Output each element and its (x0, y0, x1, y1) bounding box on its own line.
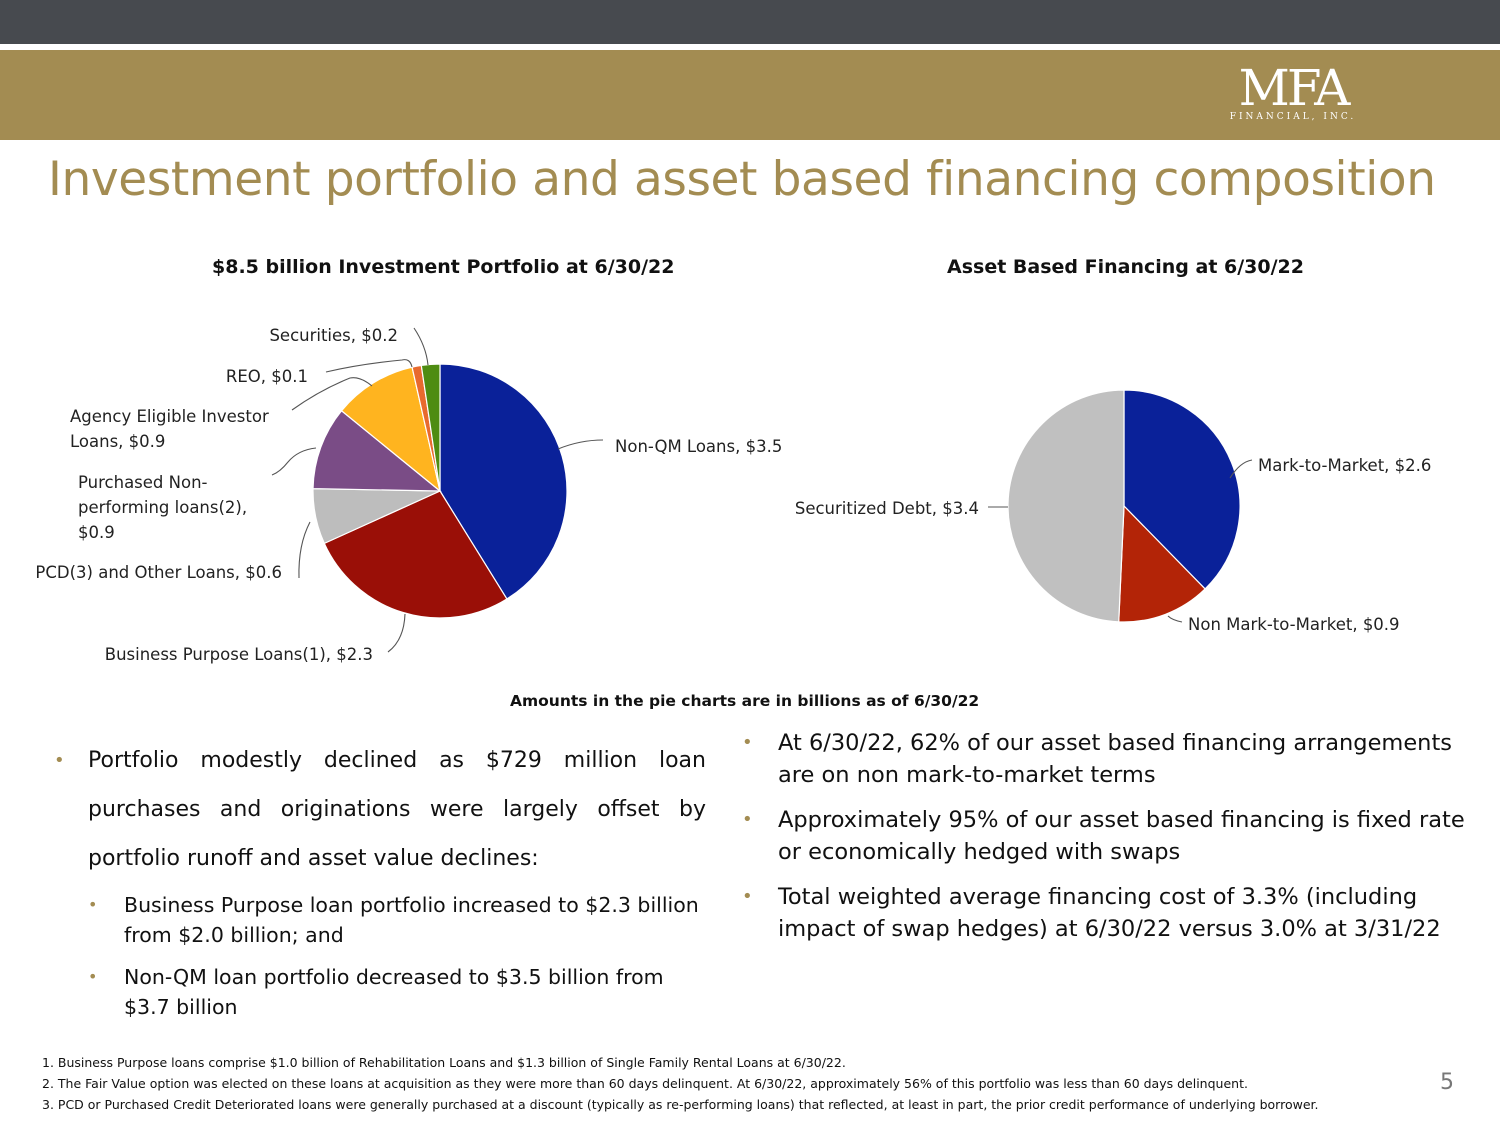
header-gold-band (0, 50, 1500, 140)
pie-slice-purchased-non-performing-loans (312, 409, 442, 492)
slice-label-business-purpose-loans: Business Purpose Loans(1), $2.3 (105, 645, 373, 664)
leader-line (387, 613, 406, 653)
logo-mark: MFA (1238, 59, 1351, 117)
slice-label-purchased-non-performing-loans: Purchased Non-performing loans(2), $0.9 (78, 473, 247, 542)
leader-line (1229, 459, 1253, 479)
left-sub-bullet-2: • Non-QM loan portfolio decreased to $3.… (88, 962, 704, 1022)
page-number: 5 (1440, 1070, 1454, 1095)
right-bullet-1-text: At 6/30/22, 62% of our asset based finan… (778, 730, 1452, 788)
left-main-bullet-text: Portfolio modestly declined as $729 mill… (88, 748, 706, 871)
right-bullet-1: • At 6/30/22, 62% of our asset based fin… (742, 727, 1488, 791)
slice-label-agency-eligible-investor-loans: Agency Eligible Investor Loans, $0.9 (70, 407, 269, 451)
page-title: Investment portfolio and asset based fin… (48, 152, 1436, 207)
leader-line (557, 439, 604, 450)
pie-slice-mark-to-market (1123, 389, 1241, 590)
footnote-1: 1. Business Purpose loans comprise $1.0 … (42, 1055, 846, 1070)
leader-line (325, 359, 413, 373)
right-bullet-2: • Approximately 95% of our asset based f… (742, 804, 1488, 868)
company-logo: MFA FINANCIAL, INC. (1218, 60, 1368, 130)
slice-label-reo: REO, $0.1 (226, 367, 308, 386)
right-bullet-2-text: Approximately 95% of our asset based fin… (778, 807, 1465, 865)
bullet-dot: • (742, 732, 753, 753)
slice-label-securitized-debt: Securitized Debt, $3.4 (795, 499, 979, 518)
slice-label-mark-to-market: Mark-to-Market, $2.6 (1258, 456, 1431, 475)
leader-line (298, 521, 311, 579)
leader-line (271, 447, 317, 476)
leader-line (1167, 615, 1183, 623)
pie-slice-securities (420, 363, 441, 492)
portfolio-chart-title: $8.5 billion Investment Portfolio at 6/3… (212, 256, 675, 278)
left-main-bullet: • Portfolio modestly declined as $729 mi… (54, 736, 706, 883)
left-sub-bullet-2-text: Non-QM loan portfolio decreased to $3.5 … (124, 965, 664, 1019)
leader-line (413, 327, 429, 366)
bullet-dot: • (88, 967, 98, 986)
right-bullet-3: • Total weighted average financing cost … (742, 881, 1488, 945)
bullet-dot: • (742, 809, 753, 830)
pie-slice-non-qm-loans (439, 363, 568, 600)
pie-slice-securitized-debt (1007, 389, 1125, 623)
logo-subtitle: FINANCIAL, INC. (1229, 112, 1357, 122)
top-dark-bar (0, 0, 1500, 44)
slice-label-pcd-and-other-loans: PCD(3) and Other Loans, $0.6 (35, 563, 282, 582)
footnote-3: 3. PCD or Purchased Credit Deteriorated … (42, 1097, 1319, 1112)
slice-label-non-qm-loans: Non-QM Loans, $3.5 (615, 437, 782, 456)
bullet-dot: • (742, 886, 753, 907)
financing-chart-title: Asset Based Financing at 6/30/22 (947, 256, 1305, 278)
left-sub-bullet-1: • Business Purpose loan portfolio increa… (88, 890, 704, 950)
bullet-dot: • (88, 895, 98, 914)
right-bullet-3-text: Total weighted average financing cost of… (778, 884, 1441, 942)
slice-label-non-mark-to-market: Non Mark-to-Market, $0.9 (1188, 615, 1400, 634)
pie-slice-agency-eligible-investor-loans (340, 366, 441, 493)
amounts-note: Amounts in the pie charts are in billion… (510, 692, 980, 710)
footnote-2: 2. The Fair Value option was elected on … (42, 1076, 1248, 1091)
leader-line (291, 377, 373, 411)
pie-charts: Non-QM Loans, $3.5 Business Purpose Loans… (35, 326, 1431, 664)
bullet-dot: • (54, 750, 65, 771)
slice-label-securities: Securities, $0.2 (269, 326, 398, 345)
pie-slice-non-mark-to-market (1118, 504, 1206, 623)
left-sub-bullet-1-text: Business Purpose loan portfolio increase… (124, 893, 699, 947)
